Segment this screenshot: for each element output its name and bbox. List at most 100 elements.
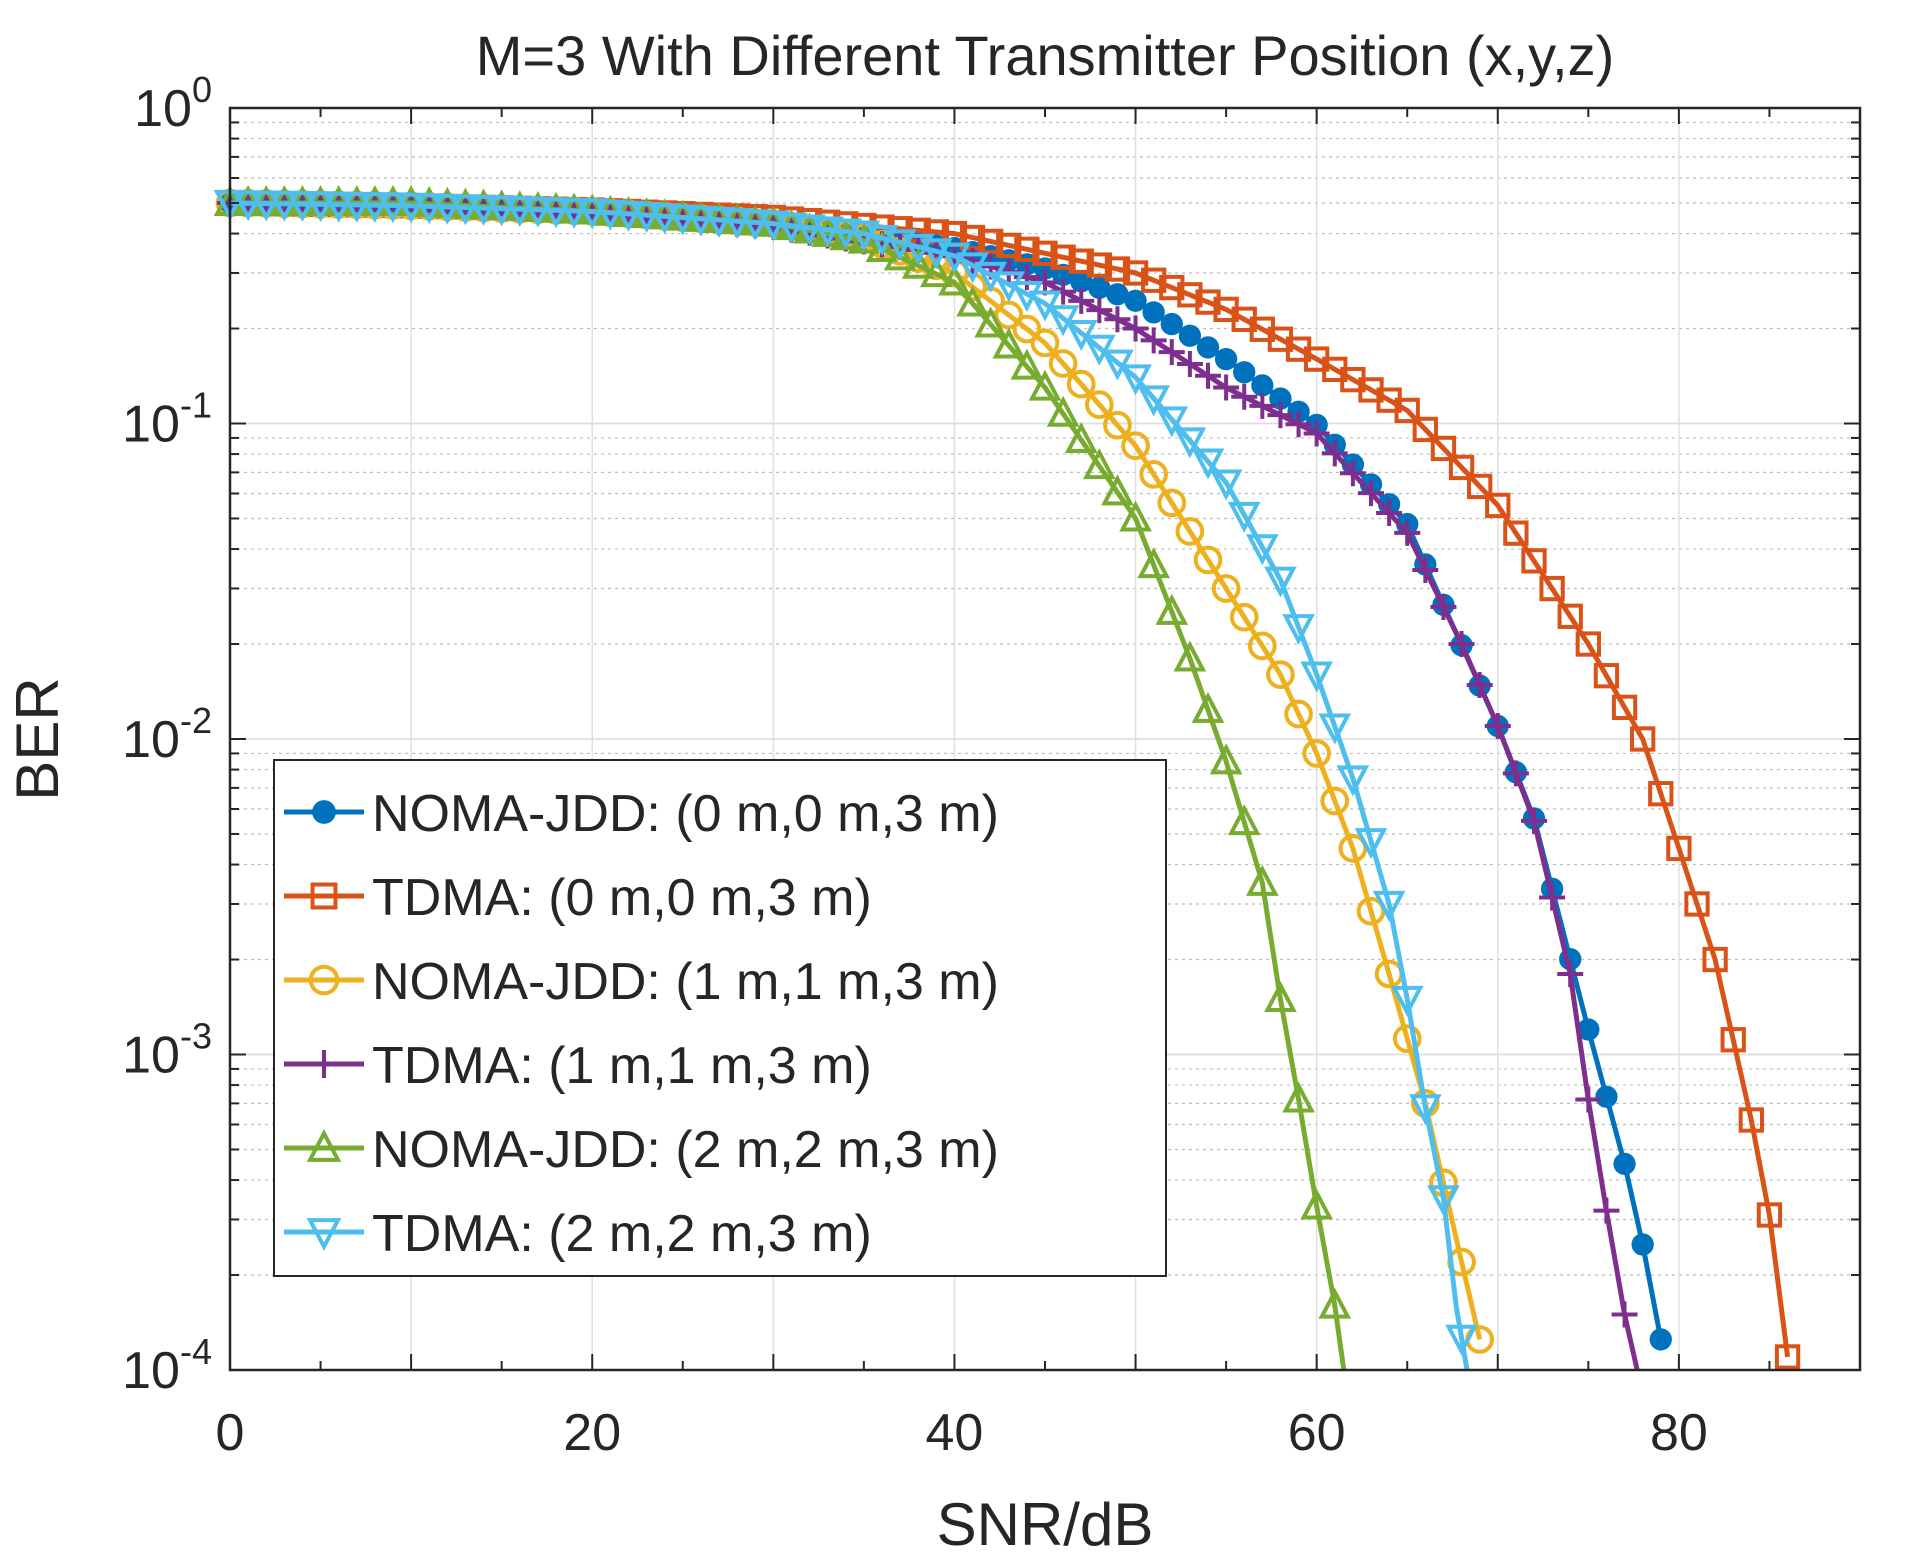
series-marker <box>268 190 301 222</box>
series-marker <box>1233 361 1256 384</box>
series-marker <box>1318 713 1352 745</box>
series-marker <box>829 218 863 250</box>
series-marker <box>1229 602 1259 632</box>
series-marker <box>974 306 1007 338</box>
series-marker <box>1336 765 1370 797</box>
series-marker <box>1101 474 1134 506</box>
series-marker <box>376 185 410 217</box>
series-marker <box>1246 864 1279 896</box>
series-marker <box>1157 488 1187 518</box>
series-marker <box>1267 402 1294 429</box>
series-marker <box>575 198 609 230</box>
series-marker <box>1209 469 1243 501</box>
x-tick-label: 40 <box>926 1404 984 1462</box>
series-marker <box>231 190 265 222</box>
series-marker <box>1684 891 1710 917</box>
series-6 <box>213 189 1478 1371</box>
series-marker <box>1445 1324 1478 1356</box>
legend-item: TDMA: (1 m,1 m,3 m) <box>284 1037 872 1095</box>
series-marker <box>1300 1188 1333 1220</box>
series-marker <box>1158 339 1185 366</box>
x-tick-label: 20 <box>563 1404 621 1462</box>
x-tick-labels: 0 20 40 60 80 <box>216 1404 1708 1462</box>
y-axis-label: BER <box>4 677 71 800</box>
series-marker <box>1720 1027 1746 1053</box>
series-marker <box>1227 804 1261 836</box>
series-marker <box>1175 517 1205 546</box>
y-tick-label: 10-1 <box>122 385 212 454</box>
series-marker <box>1083 448 1116 480</box>
series-marker <box>358 185 392 217</box>
series-marker <box>1756 1202 1783 1228</box>
series-marker <box>1137 385 1170 417</box>
series-marker <box>920 238 953 270</box>
series-layer <box>213 185 1801 1371</box>
series-marker <box>467 194 500 226</box>
series-marker <box>1318 1287 1352 1319</box>
series-marker <box>1176 350 1203 377</box>
series-marker <box>1209 743 1243 775</box>
series-marker <box>1196 336 1220 359</box>
series-marker <box>1155 593 1189 625</box>
series-marker <box>1300 661 1333 693</box>
series-marker <box>1030 328 1060 358</box>
series-marker <box>1503 520 1529 546</box>
series-marker <box>847 222 881 254</box>
series-marker <box>1412 556 1439 583</box>
series-marker <box>1084 390 1114 419</box>
series-marker <box>394 192 428 224</box>
series-marker <box>1247 631 1277 661</box>
series-marker <box>449 194 482 226</box>
series-marker <box>1104 256 1131 282</box>
series-marker <box>1139 459 1169 489</box>
series-marker <box>1141 267 1167 293</box>
legend-item: TDMA: (0 m,0 m,3 m) <box>284 869 872 927</box>
series-marker <box>1412 416 1438 443</box>
series-marker <box>1338 834 1368 863</box>
series-marker <box>1303 420 1330 447</box>
series-marker <box>1557 960 1584 987</box>
series-marker <box>956 285 989 317</box>
y-tick-label-exponent: -4 <box>180 1331 212 1372</box>
legend-label: TDMA: (1 m,1 m,3 m) <box>372 1037 872 1095</box>
legend-label: TDMA: (2 m,2 m,3 m) <box>372 1205 872 1263</box>
legend-item: NOMA-JDD: (1 m,1 m,3 m) <box>284 953 999 1011</box>
series-marker <box>322 191 355 223</box>
series-marker <box>1613 1152 1636 1176</box>
series-marker <box>1159 274 1185 301</box>
series-marker <box>1050 244 1076 270</box>
series-marker <box>1195 362 1221 389</box>
series-marker <box>994 300 1024 330</box>
series-marker <box>978 228 1004 255</box>
series-marker <box>1539 884 1566 911</box>
series-marker <box>1356 896 1386 926</box>
series-marker <box>449 187 482 219</box>
series-marker <box>1104 306 1131 333</box>
legend-label: TDMA: (0 m,0 m,3 m) <box>372 869 872 927</box>
series-marker <box>720 208 754 240</box>
legend-label: NOMA-JDD: (2 m,2 m,3 m) <box>372 1121 999 1179</box>
series-marker <box>1484 712 1511 739</box>
series-marker <box>249 190 283 222</box>
series-marker <box>1251 374 1274 397</box>
x-tick-label: 60 <box>1288 1404 1346 1462</box>
y-tick-label-base: 10 <box>122 711 180 769</box>
y-tick-label-exponent: 0 <box>192 69 212 110</box>
series-marker <box>1122 260 1149 286</box>
series-marker <box>1231 383 1258 410</box>
y-tick-label-exponent: -3 <box>180 1016 212 1057</box>
series-marker <box>648 203 681 235</box>
series-marker <box>1466 671 1493 698</box>
series-marker <box>757 210 790 242</box>
series-marker <box>1448 631 1475 658</box>
series-marker <box>1173 427 1207 459</box>
series-marker <box>1140 327 1167 354</box>
series-marker <box>1086 297 1113 324</box>
series-marker <box>340 191 374 223</box>
series-marker <box>1119 500 1152 532</box>
series-marker <box>865 224 899 256</box>
series-marker <box>310 882 338 910</box>
series-marker <box>1390 985 1424 1017</box>
